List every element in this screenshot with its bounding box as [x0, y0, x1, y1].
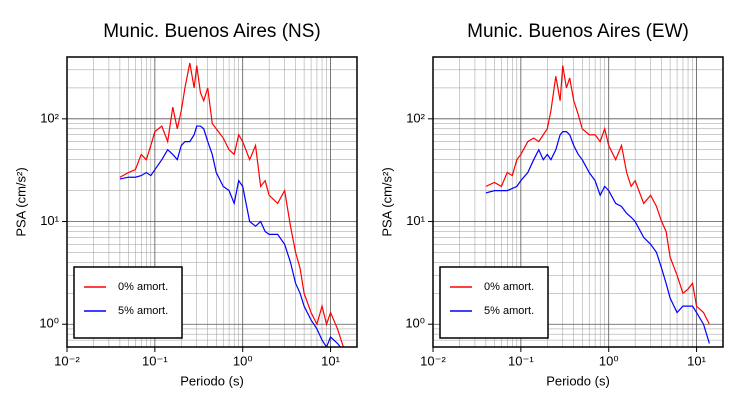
x-tick-label: 10⁰ [599, 353, 619, 368]
series-line [119, 125, 342, 347]
plot-frame [66, 56, 358, 348]
legend-label: 5% amort. [484, 305, 534, 317]
x-tick-label: 10⁻² [54, 353, 80, 368]
legend-label: 0% amort. [118, 281, 168, 293]
y-axis-label: PSA (cm/s²) [379, 167, 394, 236]
legend-label: 5% amort. [118, 305, 168, 317]
x-axis-label: Periodo (s) [546, 373, 610, 388]
y-tick-label: 10² [406, 110, 425, 125]
x-tick-label: 10¹ [687, 353, 706, 368]
y-tick-label: 10¹ [406, 213, 425, 228]
series-line [119, 62, 344, 347]
y-tick-label: 10⁰ [39, 316, 59, 331]
x-tick-label: 10⁻¹ [508, 353, 534, 368]
chart-title: Munic. Buenos Aires (NS) [103, 21, 321, 42]
legend-box [73, 266, 183, 339]
legend-label: 0% amort. [484, 281, 534, 293]
x-tick-label: 10⁰ [233, 353, 253, 368]
y-tick-label: 10² [40, 110, 59, 125]
x-axis-label: Periodo (s) [180, 373, 244, 388]
series-line [485, 65, 710, 325]
plot-frame [432, 56, 724, 348]
x-tick-label: 10⁻¹ [142, 353, 168, 368]
legend-box [439, 266, 549, 339]
x-tick-label: 10⁻² [420, 353, 446, 368]
x-tick-label: 10¹ [321, 353, 340, 368]
y-axis-label: PSA (cm/s²) [13, 167, 28, 236]
chart-panel: Munic. Buenos Aires (NS) Periodo (s) PSA (… [13, 21, 358, 388]
chart-panel: Munic. Buenos Aires (EW) Periodo (s) PSA (… [379, 21, 724, 388]
y-tick-label: 10¹ [40, 213, 59, 228]
y-tick-label: 10⁰ [405, 316, 425, 331]
chart-title: Munic. Buenos Aires (EW) [467, 21, 689, 42]
series-line [485, 131, 710, 344]
